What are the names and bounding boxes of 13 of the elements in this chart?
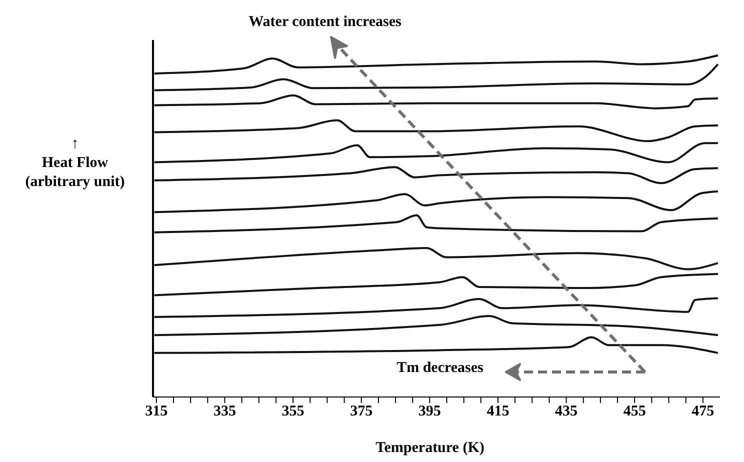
x-tick-label: 455 xyxy=(623,404,646,420)
x-axis-title: Temperature (K) xyxy=(374,440,486,457)
y-axis-title: ↑ Heat Flow (arbitrary unit) xyxy=(24,135,126,192)
x-tick-label: 335 xyxy=(213,404,236,420)
text: Water content increases xyxy=(248,14,402,31)
x-tick-label: 475 xyxy=(692,404,714,420)
x-tick-label: 415 xyxy=(486,404,510,420)
x-tick-label: 435 xyxy=(555,404,578,420)
x-tick-label: 375 xyxy=(350,404,373,420)
x-tick-label: 355 xyxy=(282,404,304,420)
annotation: Tm decreases xyxy=(396,360,484,377)
x-tick-label: 395 xyxy=(418,404,441,420)
x-tick-label: 315 xyxy=(145,404,168,420)
